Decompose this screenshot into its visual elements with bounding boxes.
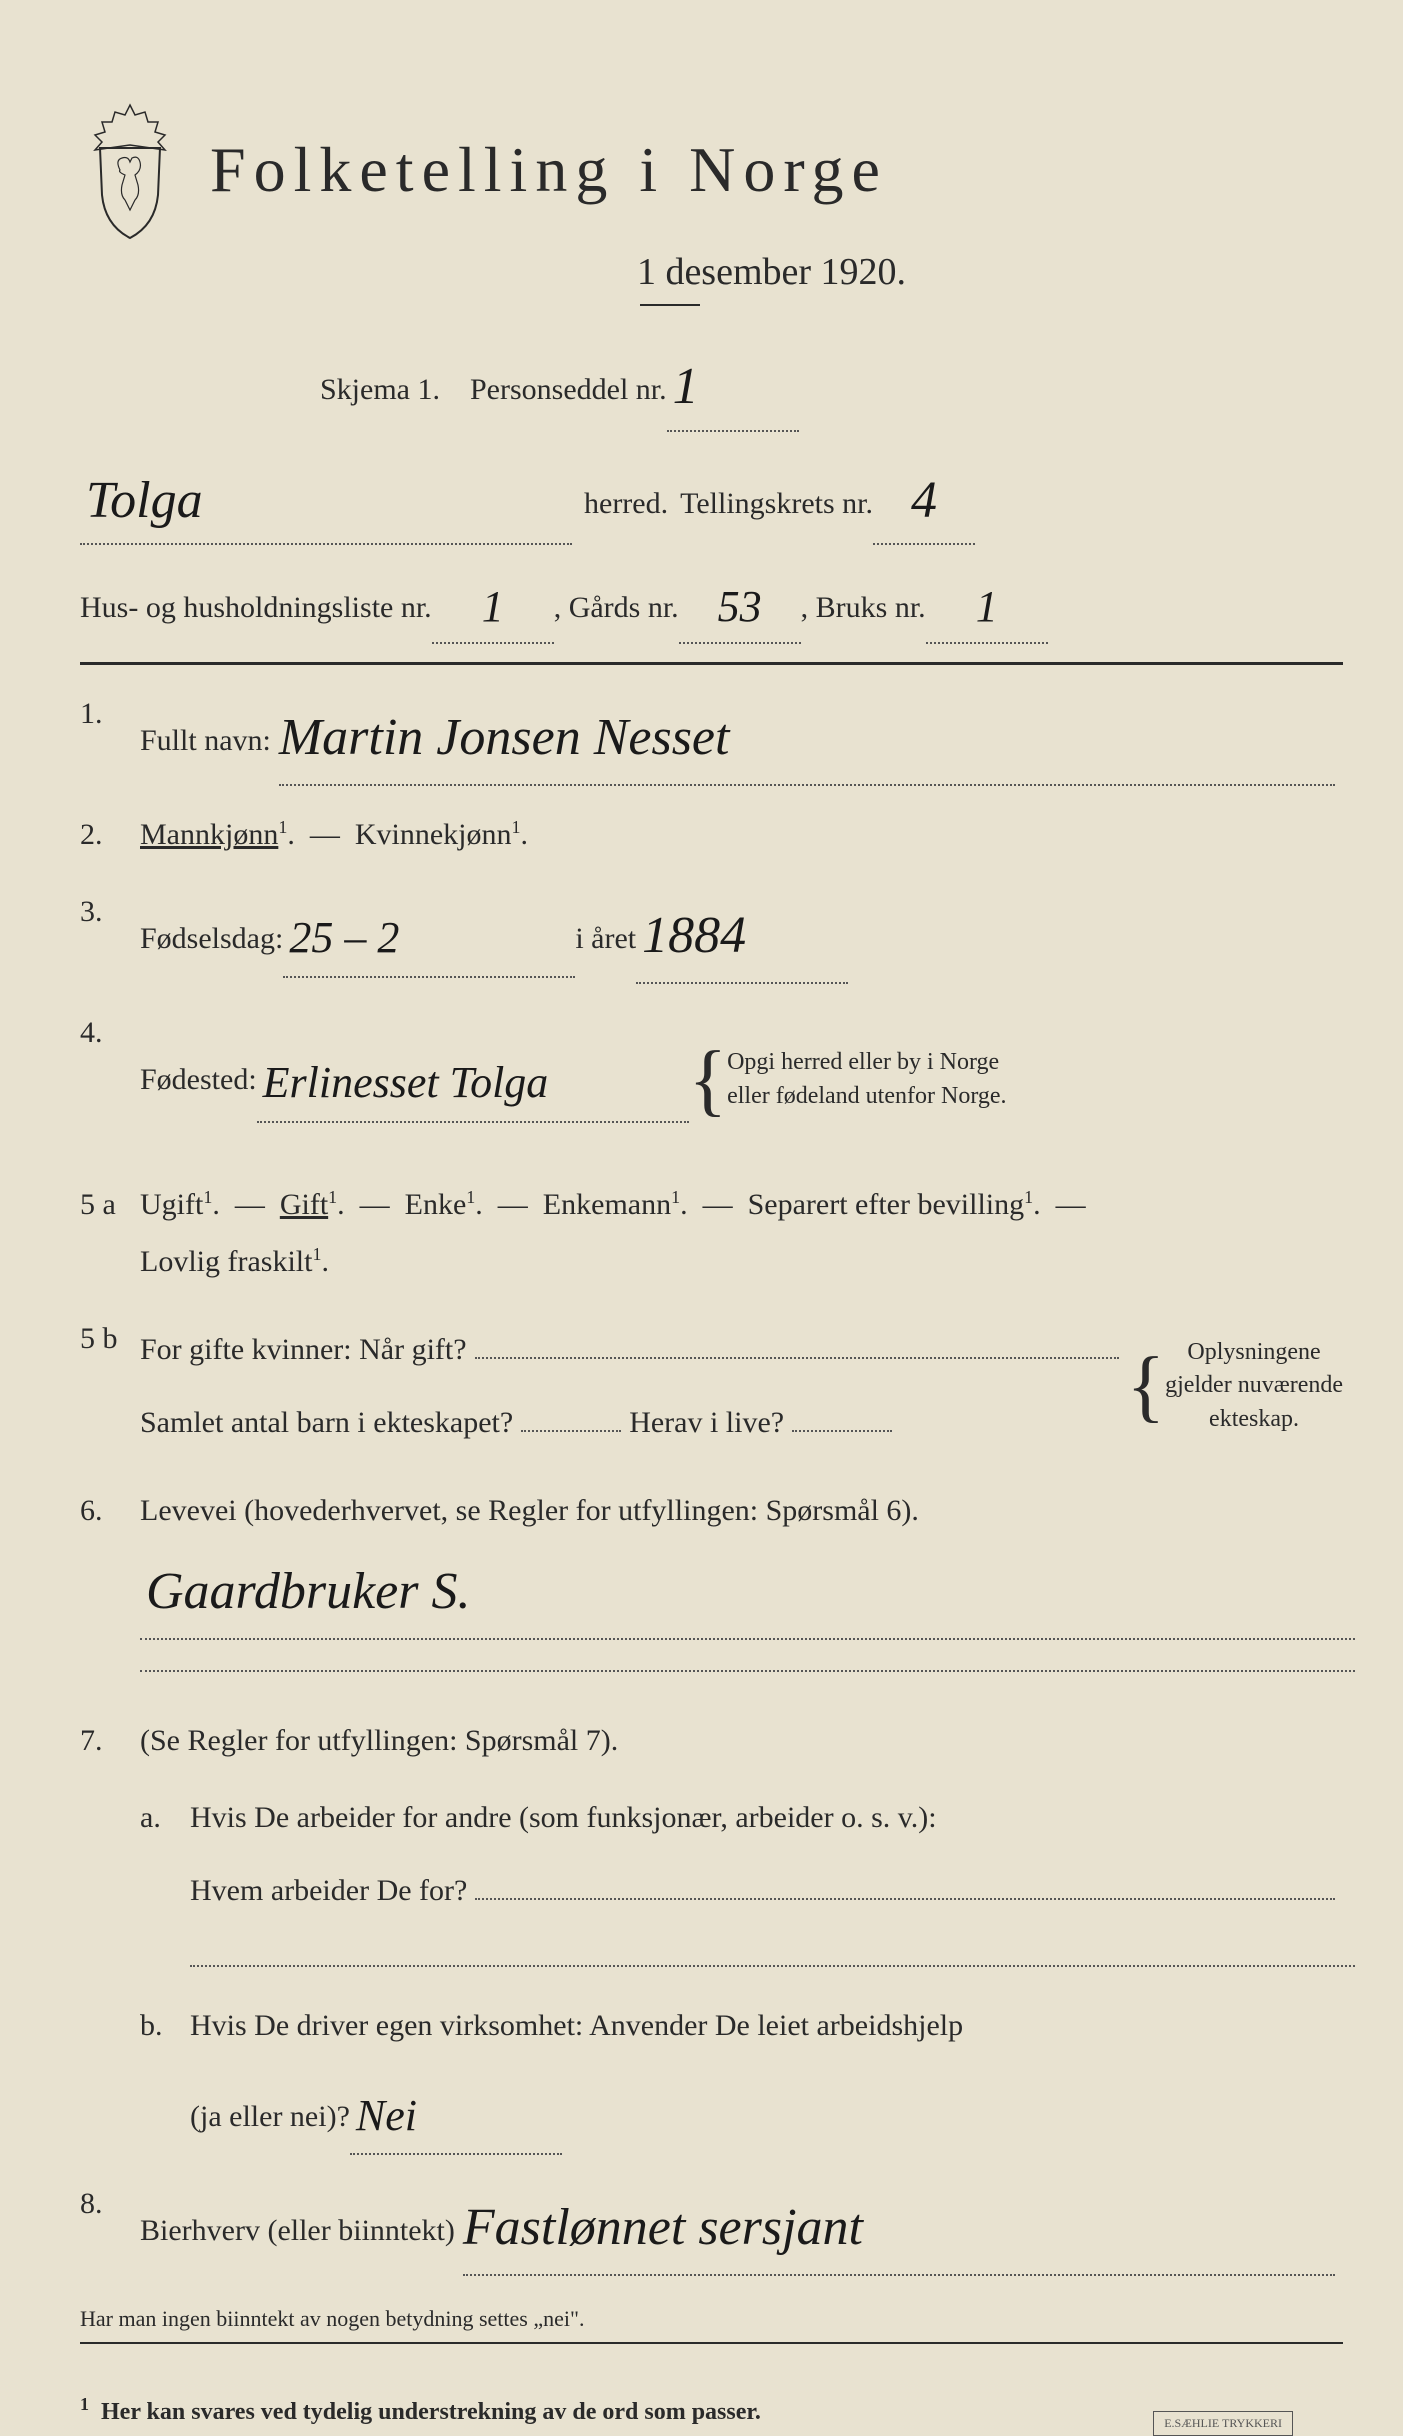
q8-num: 8. [80, 2175, 140, 2276]
q4-num: 4. [80, 1004, 140, 1156]
q5a-enkemann: Enkemann [543, 1188, 671, 1221]
q4-label: Fødested: [140, 1051, 257, 1108]
q6-value: Gaardbruker S. [146, 1543, 471, 1642]
q7b-label1: Hvis De driver egen virksomhet: Anvender… [190, 2009, 963, 2042]
gards-value: 53 [718, 567, 762, 646]
q3-day: 25 – 2 [289, 896, 399, 980]
q6-label: Levevei (hovederhvervet, se Regler for u… [140, 1494, 919, 1527]
q7-label: (Se Regler for utfyllingen: Spørsmål 7). [140, 1724, 618, 1757]
q7-num: 7. [80, 1712, 140, 2156]
q6-num: 6. [80, 1482, 140, 1672]
coat-of-arms-icon [80, 100, 180, 240]
tellingskrets-value: 4 [911, 454, 937, 548]
footer-note: Har man ingen biinntekt av nogen betydni… [80, 2306, 1343, 2332]
q5b-label2: Samlet antal barn i ekteskapet? [140, 1394, 513, 1451]
q5a-ugift: Ugift [140, 1188, 203, 1221]
q3-year: 1884 [642, 887, 746, 986]
tellingskrets-label: Tellingskrets nr. [680, 477, 873, 531]
q7b-value: Nei [356, 2074, 417, 2158]
personseddel-label: Personseddel nr. [470, 363, 667, 417]
q3-label: Fødselsdag: [140, 910, 283, 967]
q5a-gift: Gift [280, 1188, 328, 1221]
q5a-separert: Separert efter bevilling [748, 1188, 1025, 1221]
q5a-num: 5 a [80, 1176, 140, 1290]
q7b-label2: (ja eller nei)? [190, 2088, 350, 2145]
q8-label: Bierhverv (eller biinntekt) [140, 2202, 455, 2259]
q4-note2: eller fødeland utenfor Norge. [727, 1083, 1006, 1109]
q5b-label3: Herav i live? [629, 1394, 784, 1451]
q1-num: 1. [80, 685, 140, 786]
brace-icon: { [689, 1004, 727, 1156]
q8-value: Fastlønnet sersjant [463, 2179, 863, 2278]
hushold-label: Hus- og husholdningsliste nr. [80, 581, 432, 635]
q7a-num: a. [140, 1789, 190, 1967]
q7a-label1: Hvis De arbeider for andre (som funksjon… [190, 1801, 937, 1834]
page-title: Folketelling i Norge [210, 133, 888, 207]
q4-note1: Opgi herred eller by i Norge [727, 1049, 999, 1075]
bruks-value: 1 [976, 567, 998, 646]
divider [80, 662, 1343, 665]
personseddel-value: 1 [673, 340, 699, 434]
herred-value: Tolga [86, 454, 203, 548]
q2-kvinne: Kvinnekjønn [355, 818, 512, 851]
printer-stamp: E.SÆHLIE TRYKKERI [1153, 2411, 1293, 2436]
divider [80, 2342, 1343, 2344]
hushold-value: 1 [482, 567, 504, 646]
q4-value: Erlinesset Tolga [263, 1041, 549, 1125]
footnote-text: Her kan svares ved tydelig understreknin… [101, 2399, 761, 2425]
q1-value: Martin Jonsen Nesset [279, 689, 730, 788]
bruks-label: , Bruks nr. [801, 581, 926, 635]
q7b-num: b. [140, 1997, 190, 2156]
footnote-marker: 1 [80, 2394, 89, 2414]
q7a-label2: Hvem arbeider De for? [190, 1862, 467, 1919]
q5b-note1: Oplysningene [1187, 1339, 1320, 1365]
q5b-note2: gjelder nuværende [1165, 1372, 1343, 1398]
q5a-fraskilt: Lovlig fraskilt [140, 1245, 312, 1278]
q3-year-label: i året [575, 910, 636, 967]
q2-mann: Mannkjønn [140, 818, 278, 851]
q2-num: 2. [80, 806, 140, 863]
q5b-note3: ekteskap. [1209, 1406, 1299, 1432]
gards-label: , Gårds nr. [554, 581, 679, 635]
subtitle-rule [640, 304, 700, 306]
q5b-label1: For gifte kvinner: Når gift? [140, 1321, 467, 1378]
q3-num: 3. [80, 883, 140, 984]
q1-label: Fullt navn: [140, 712, 271, 769]
skjema-label: Skjema 1. [320, 363, 440, 417]
q5b-num: 5 b [80, 1310, 140, 1462]
page-subtitle: 1 desember 1920. [200, 250, 1343, 294]
herred-label: herred. [572, 477, 680, 531]
q5a-enke: Enke [405, 1188, 467, 1221]
brace-icon: { [1127, 1310, 1165, 1462]
